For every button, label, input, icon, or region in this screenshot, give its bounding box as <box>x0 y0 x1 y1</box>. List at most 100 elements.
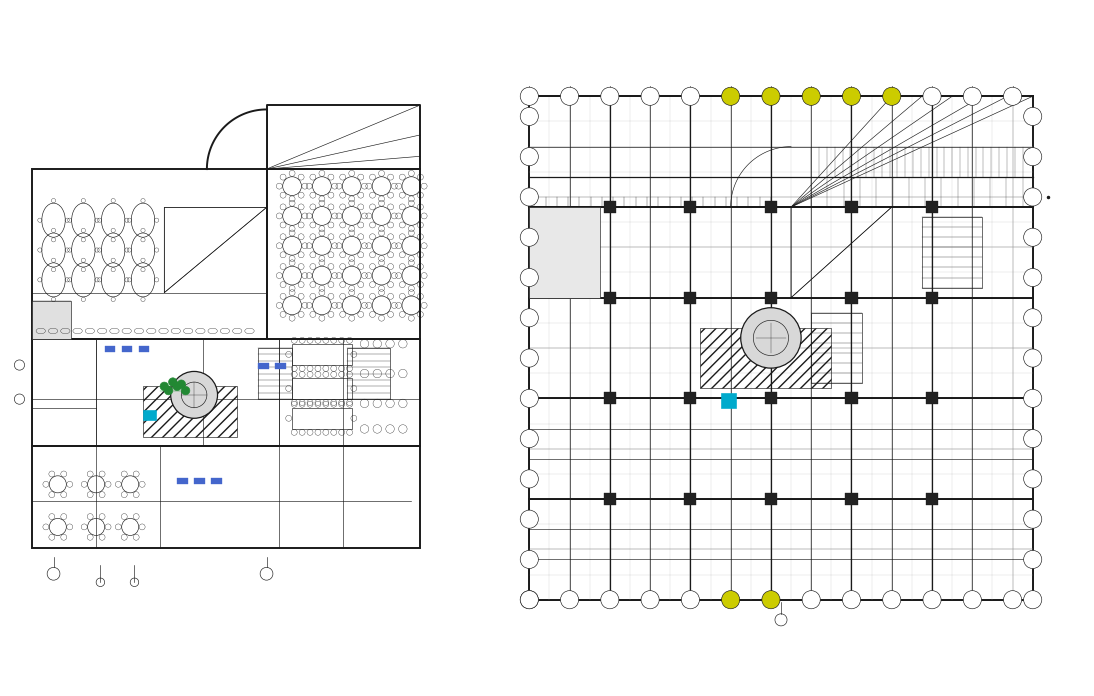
Bar <box>926 493 938 505</box>
Bar <box>926 393 938 404</box>
Circle shape <box>560 87 579 105</box>
Circle shape <box>1024 107 1041 125</box>
Bar <box>32 340 96 446</box>
Circle shape <box>521 429 538 448</box>
Circle shape <box>842 87 861 105</box>
Bar <box>604 292 616 303</box>
Circle shape <box>601 591 619 609</box>
Bar <box>32 169 267 340</box>
Circle shape <box>761 87 780 105</box>
Circle shape <box>1024 389 1041 407</box>
Circle shape <box>963 591 981 609</box>
Circle shape <box>883 591 900 609</box>
Bar <box>765 292 777 303</box>
Circle shape <box>1024 349 1041 367</box>
Circle shape <box>1024 551 1041 569</box>
Bar <box>604 493 616 505</box>
Circle shape <box>682 591 699 609</box>
Bar <box>292 344 352 365</box>
Bar <box>32 446 420 548</box>
Bar <box>267 169 420 340</box>
Circle shape <box>1024 309 1041 327</box>
Circle shape <box>521 349 538 367</box>
Circle shape <box>883 87 900 105</box>
Circle shape <box>1003 591 1022 609</box>
Bar <box>765 393 777 404</box>
Circle shape <box>1024 269 1041 287</box>
Bar <box>139 346 150 352</box>
Circle shape <box>560 591 579 609</box>
Bar <box>105 346 115 352</box>
Bar <box>258 348 292 399</box>
Bar <box>529 96 1033 600</box>
Bar <box>812 313 862 383</box>
Circle shape <box>177 380 186 388</box>
Bar <box>32 301 71 340</box>
Circle shape <box>682 87 699 105</box>
Circle shape <box>521 107 538 125</box>
Bar <box>846 201 858 213</box>
Bar <box>846 292 858 303</box>
Circle shape <box>521 87 538 105</box>
Bar <box>529 207 600 298</box>
Circle shape <box>923 591 941 609</box>
Circle shape <box>164 386 173 395</box>
Circle shape <box>171 372 218 418</box>
Bar <box>700 328 831 388</box>
Circle shape <box>1024 470 1041 488</box>
Bar <box>926 292 938 303</box>
Bar <box>292 378 352 399</box>
Circle shape <box>160 382 168 390</box>
Circle shape <box>1024 228 1041 246</box>
Bar <box>721 393 735 409</box>
Circle shape <box>173 382 182 390</box>
Bar <box>604 201 616 213</box>
Bar <box>32 340 420 446</box>
Bar <box>348 348 391 399</box>
Bar <box>685 292 697 303</box>
Bar <box>846 493 858 505</box>
Circle shape <box>923 87 941 105</box>
Circle shape <box>1024 148 1041 166</box>
Bar <box>846 393 858 404</box>
Bar <box>685 493 697 505</box>
Circle shape <box>641 87 660 105</box>
Circle shape <box>521 309 538 327</box>
Circle shape <box>641 591 660 609</box>
Bar <box>529 398 1033 499</box>
Circle shape <box>1024 510 1041 528</box>
Bar <box>211 478 222 484</box>
Bar <box>604 393 616 404</box>
Circle shape <box>168 378 177 386</box>
Circle shape <box>1024 591 1041 609</box>
Bar <box>194 478 205 484</box>
Bar <box>926 201 938 213</box>
Bar <box>922 217 982 287</box>
Bar <box>143 410 155 420</box>
Circle shape <box>722 591 740 609</box>
Circle shape <box>722 87 740 105</box>
Bar <box>529 499 1033 600</box>
Bar <box>529 207 1033 298</box>
Circle shape <box>521 551 538 569</box>
Circle shape <box>1024 429 1041 448</box>
Bar <box>177 478 188 484</box>
Circle shape <box>1003 87 1022 105</box>
Circle shape <box>1024 188 1041 206</box>
Circle shape <box>521 188 538 206</box>
Circle shape <box>521 269 538 287</box>
Circle shape <box>521 591 538 609</box>
Bar <box>258 363 269 370</box>
Circle shape <box>802 591 820 609</box>
Circle shape <box>761 591 780 609</box>
Circle shape <box>802 87 820 105</box>
Bar <box>292 408 352 429</box>
Circle shape <box>521 148 538 166</box>
Bar <box>765 201 777 213</box>
Circle shape <box>963 87 981 105</box>
Circle shape <box>521 591 538 609</box>
Bar <box>765 493 777 505</box>
Bar <box>275 363 286 370</box>
Bar <box>529 298 1033 398</box>
Bar <box>685 393 697 404</box>
